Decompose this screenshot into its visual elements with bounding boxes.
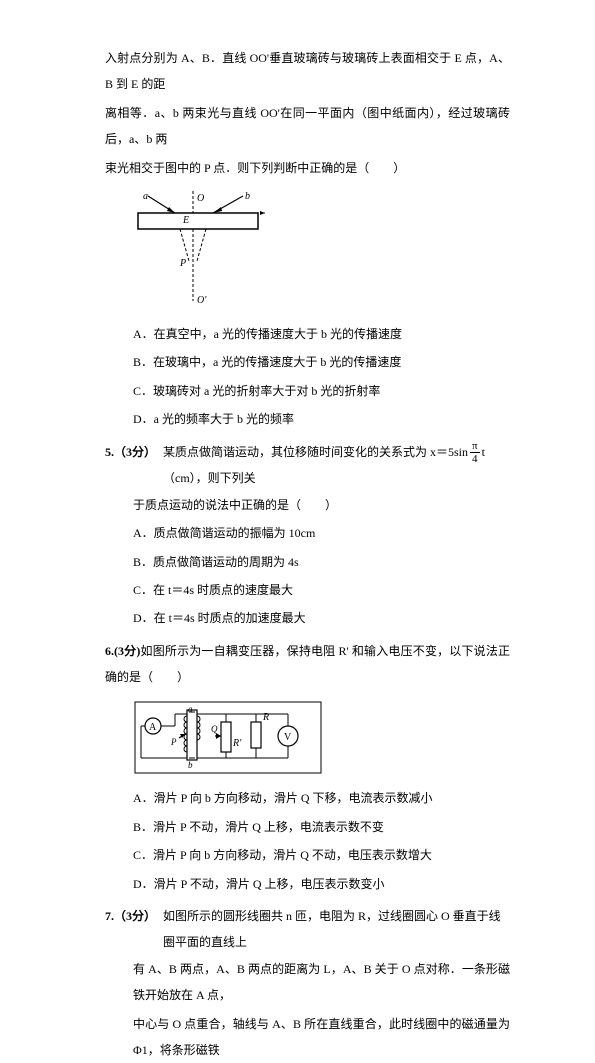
q5-option-C: C．在 t＝4s 时质点的速度最大 xyxy=(105,577,510,603)
intro-option-B: B．在玻璃中，a 光的传播速度大于 b 光的传播速度 xyxy=(105,349,510,375)
diagram-transformer: A a P b xyxy=(133,700,510,775)
q6-option-B: B．滑片 P 不动，滑片 Q 上移，电流表示数不变 xyxy=(105,814,510,840)
q5-frac: π4 xyxy=(470,440,480,465)
intro-option-D: D．a 光的频率大于 b 光的频率 xyxy=(105,406,510,432)
q5-option-B: B．质点做简谐运动的周期为 4s xyxy=(105,549,510,575)
q7-line3: 中心与 O 点重合，轴线与 A、B 所在直线重合，此时线圈中的磁通量为Φ1，将条… xyxy=(133,1011,510,1063)
label-E: E xyxy=(182,215,189,226)
q5-option-A: A．质点做简谐运动的振幅为 10cm xyxy=(105,520,510,546)
question-5: 5.（3分） 某质点做简谐运动，其位移随时间变化的关系式为 x＝5sinπ4t（… xyxy=(105,439,510,632)
q5-text: 某质点做简谐运动，其位移随时间变化的关系式为 x＝5sinπ4t（cm），则下列… xyxy=(163,439,510,492)
label-Rp: R' xyxy=(232,738,242,749)
q6-option-A: A．滑片 P 向 b 方向移动，滑片 Q 下移，电流表示数减小 xyxy=(105,785,510,811)
intro-option-A: A．在真空中，a 光的传播速度大于 b 光的传播速度 xyxy=(105,321,510,347)
q7-label: 7.（3分） xyxy=(105,903,163,956)
intro-line-1: 入射点分别为 A、B．直线 OO'垂直玻璃砖与玻璃砖上表面相交于 E 点，A、B… xyxy=(105,45,510,98)
label-b: b xyxy=(188,760,193,770)
intro-line-2: 离相等．a、b 两束光与直线 OO'在同一平面内（图中纸面内），经过玻璃砖后，a… xyxy=(105,100,510,153)
question-6: 6.(3分)如图所示为一自耦变压器，保持电阻 R' 和输入电压不变，以下说法正确… xyxy=(105,638,510,897)
intro-line-3: 束光相交于图中的 P 点．则下列判断中正确的是（ ） xyxy=(105,155,510,181)
q5-option-D: D．在 t＝4s 时质点的加速度最大 xyxy=(105,605,510,631)
label-O-bot: O' xyxy=(197,295,207,306)
q5-label: 5.（3分） xyxy=(105,439,163,492)
q7-line2: 有 A、B 两点，A、B 两点的距离为 L，A、B 关于 O 点对称．一条形磁铁… xyxy=(133,956,510,1009)
label-ammeter: A xyxy=(149,722,157,733)
question-7: 7.（3分） 如图所示的圆形线圈共 n 匝，电阻为 R，过线圈圆心 O 垂直于线… xyxy=(105,903,510,1063)
label-b: b xyxy=(245,191,250,202)
label-P: P xyxy=(179,258,186,269)
q6-option-C: C．滑片 P 向 b 方向移动，滑片 Q 不动，电压表示数增大 xyxy=(105,842,510,868)
q7-line1: 如图所示的圆形线圈共 n 匝，电阻为 R，过线圈圆心 O 垂直于线圈平面的直线上 xyxy=(163,903,510,956)
q6-text: 如图所示为一自耦变压器，保持电阻 R' 和输入电压不变，以下说法正确的是（ ） xyxy=(105,644,510,684)
diagram-optics: a b O E P O' xyxy=(133,191,510,311)
label-voltmeter: V xyxy=(284,732,292,743)
label-Q: Q xyxy=(211,724,218,734)
label-a: a xyxy=(143,191,148,202)
q6-label: 6.(3分) xyxy=(105,644,140,658)
label-O-top: O xyxy=(197,193,204,204)
q5-frac-den: 4 xyxy=(470,453,480,465)
intro-option-C: C．玻璃砖对 a 光的折射率大于对 b 光的折射率 xyxy=(105,378,510,404)
label-P: P xyxy=(170,737,177,747)
q5-line2: 于质点运动的说法中正确的是（ ） xyxy=(133,492,510,518)
q6-option-D: D．滑片 P 不动，滑片 Q 上移，电压表示数变小 xyxy=(105,871,510,897)
q5-text-a: 某质点做简谐运动，其位移随时间变化的关系式为 x＝5sin xyxy=(163,445,468,459)
q5-frac-num: π xyxy=(470,440,480,453)
